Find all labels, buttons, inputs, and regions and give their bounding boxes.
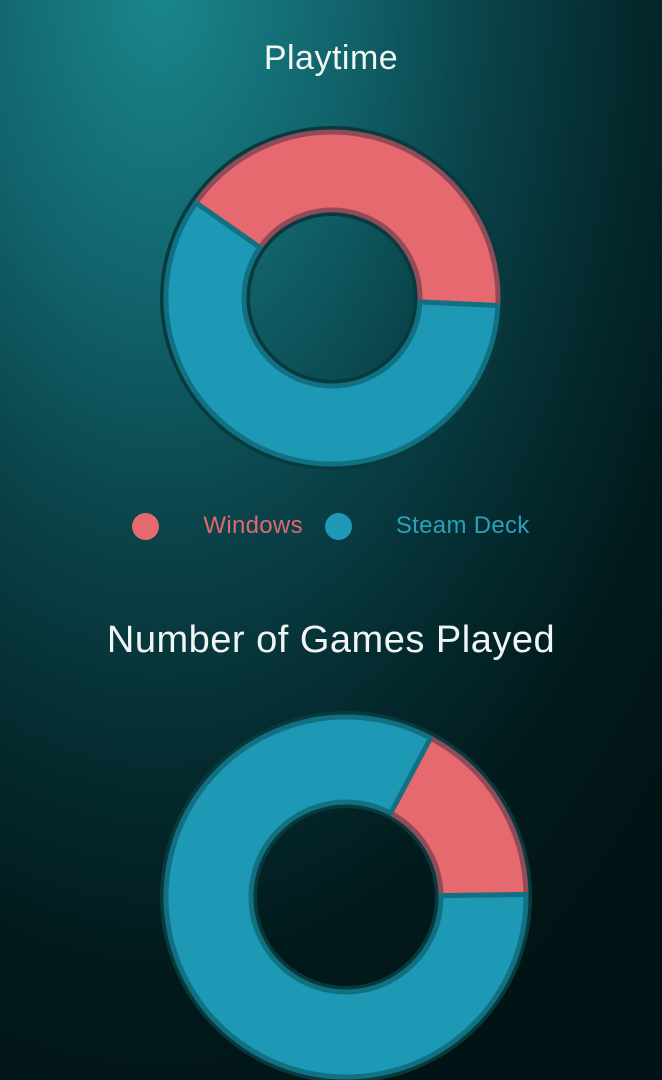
chart-title-playtime: Playtime — [263, 39, 399, 77]
steam-deck-legend-swatch — [324, 512, 352, 540]
playtime-slice-steam-deck[interactable] — [163, 200, 501, 467]
windows-legend-label: Windows — [203, 512, 303, 539]
legend-item-windows[interactable]: Windows — [132, 512, 303, 540]
legend: Windows Steam Deck — [0, 512, 662, 540]
playtime-slice-windows[interactable] — [193, 129, 501, 309]
steam-deck-legend-label: Steam Deck — [395, 512, 530, 539]
playtime-donut-chart — [160, 126, 504, 470]
number-of-games-played-slice-windows[interactable] — [388, 735, 529, 899]
number-of-games-played-slice-steam-deck[interactable] — [163, 714, 529, 1080]
legend-item-steam-deck[interactable]: Steam Deck — [324, 512, 530, 540]
chart-title-number-of-games-played: Number of Games Played — [106, 619, 556, 661]
windows-legend-swatch — [132, 512, 160, 540]
number-of-games-played-donut-chart — [160, 711, 532, 1080]
